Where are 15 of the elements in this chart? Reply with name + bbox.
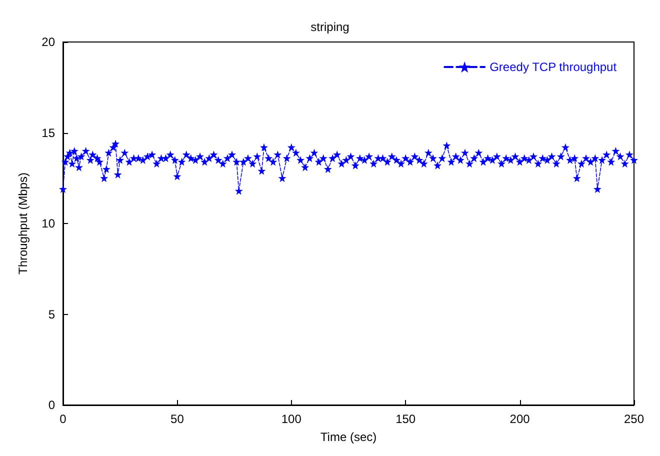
y-axis-title: Throughput (Mbps)	[16, 172, 30, 275]
legend-label: Greedy TCP throughput	[490, 60, 618, 74]
x-tick-label: 50	[170, 412, 184, 426]
x-tick-label: 0	[60, 412, 67, 426]
x-tick-label: 200	[510, 412, 530, 426]
y-tick-label: 20	[42, 35, 56, 49]
y-tick-label: 15	[42, 126, 56, 140]
y-tick-label: 10	[42, 216, 56, 230]
y-tick-label: 0	[48, 398, 56, 412]
x-tick-label: 100	[281, 412, 302, 426]
y-tick-label: 5	[48, 307, 56, 322]
x-axis-title: Time (sec)	[320, 430, 377, 444]
x-tick-label: 250	[624, 412, 644, 426]
x-tick-label: 150	[396, 412, 416, 426]
chart-title: striping	[310, 20, 350, 34]
